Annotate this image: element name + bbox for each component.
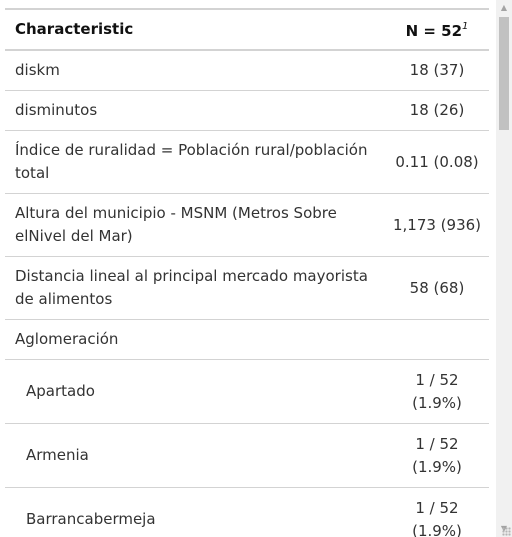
row-label: Apartado (5, 359, 379, 424)
row-label: diskm (5, 50, 379, 91)
row-label: Barrancabermeja (5, 487, 379, 537)
table-row: Armenia 1 / 52 (1.9%) (5, 423, 489, 488)
row-value: 0.11 (0.08) (379, 130, 489, 194)
table-row: diskm 18 (37) (5, 50, 489, 91)
table-row: Altura del municipio - MSNM (Metros Sobr… (5, 193, 489, 257)
resize-grip-icon[interactable] (502, 527, 511, 536)
row-label: Distancia lineal al principal mercado ma… (5, 256, 379, 320)
row-value: 18 (37) (379, 50, 489, 91)
table-header-row: Characteristic N = 521 (5, 8, 489, 51)
vertical-scrollbar[interactable]: ▲ ▼ (496, 0, 512, 537)
scrollbar-thumb[interactable] (499, 17, 509, 130)
row-value: 1 / 52 (1.9%) (379, 359, 489, 424)
sample-size-text: N = 52 (405, 22, 463, 40)
row-value: 1 / 52 (1.9%) (379, 487, 489, 537)
table-row: Barrancabermeja 1 / 52 (1.9%) (5, 487, 489, 537)
table-row: Apartado 1 / 52 (1.9%) (5, 359, 489, 424)
row-value: 58 (68) (379, 256, 489, 320)
triangle-up-icon[interactable]: ▲ (500, 3, 508, 12)
table-row: Índice de ruralidad = Población rural/po… (5, 130, 489, 194)
sample-size-header: N = 521 (379, 8, 489, 51)
row-value: 1,173 (936) (379, 193, 489, 257)
row-label: Altura del municipio - MSNM (Metros Sobr… (5, 193, 379, 257)
characteristic-header: Characteristic (5, 8, 379, 51)
table-row: Distancia lineal al principal mercado ma… (5, 256, 489, 320)
table-group-row: Aglomeración (5, 319, 489, 360)
row-value: 1 / 52 (1.9%) (379, 423, 489, 488)
row-label: disminutos (5, 90, 379, 131)
row-label: Índice de ruralidad = Población rural/po… (5, 130, 379, 194)
row-value: 18 (26) (379, 90, 489, 131)
summary-table: Characteristic N = 521 diskm 18 (37) dis… (5, 8, 489, 537)
footnote-marker: 1 (462, 21, 469, 32)
row-label: Armenia (5, 423, 379, 488)
table-row: disminutos 18 (26) (5, 90, 489, 131)
row-value (379, 319, 489, 360)
group-label: Aglomeración (5, 319, 379, 360)
